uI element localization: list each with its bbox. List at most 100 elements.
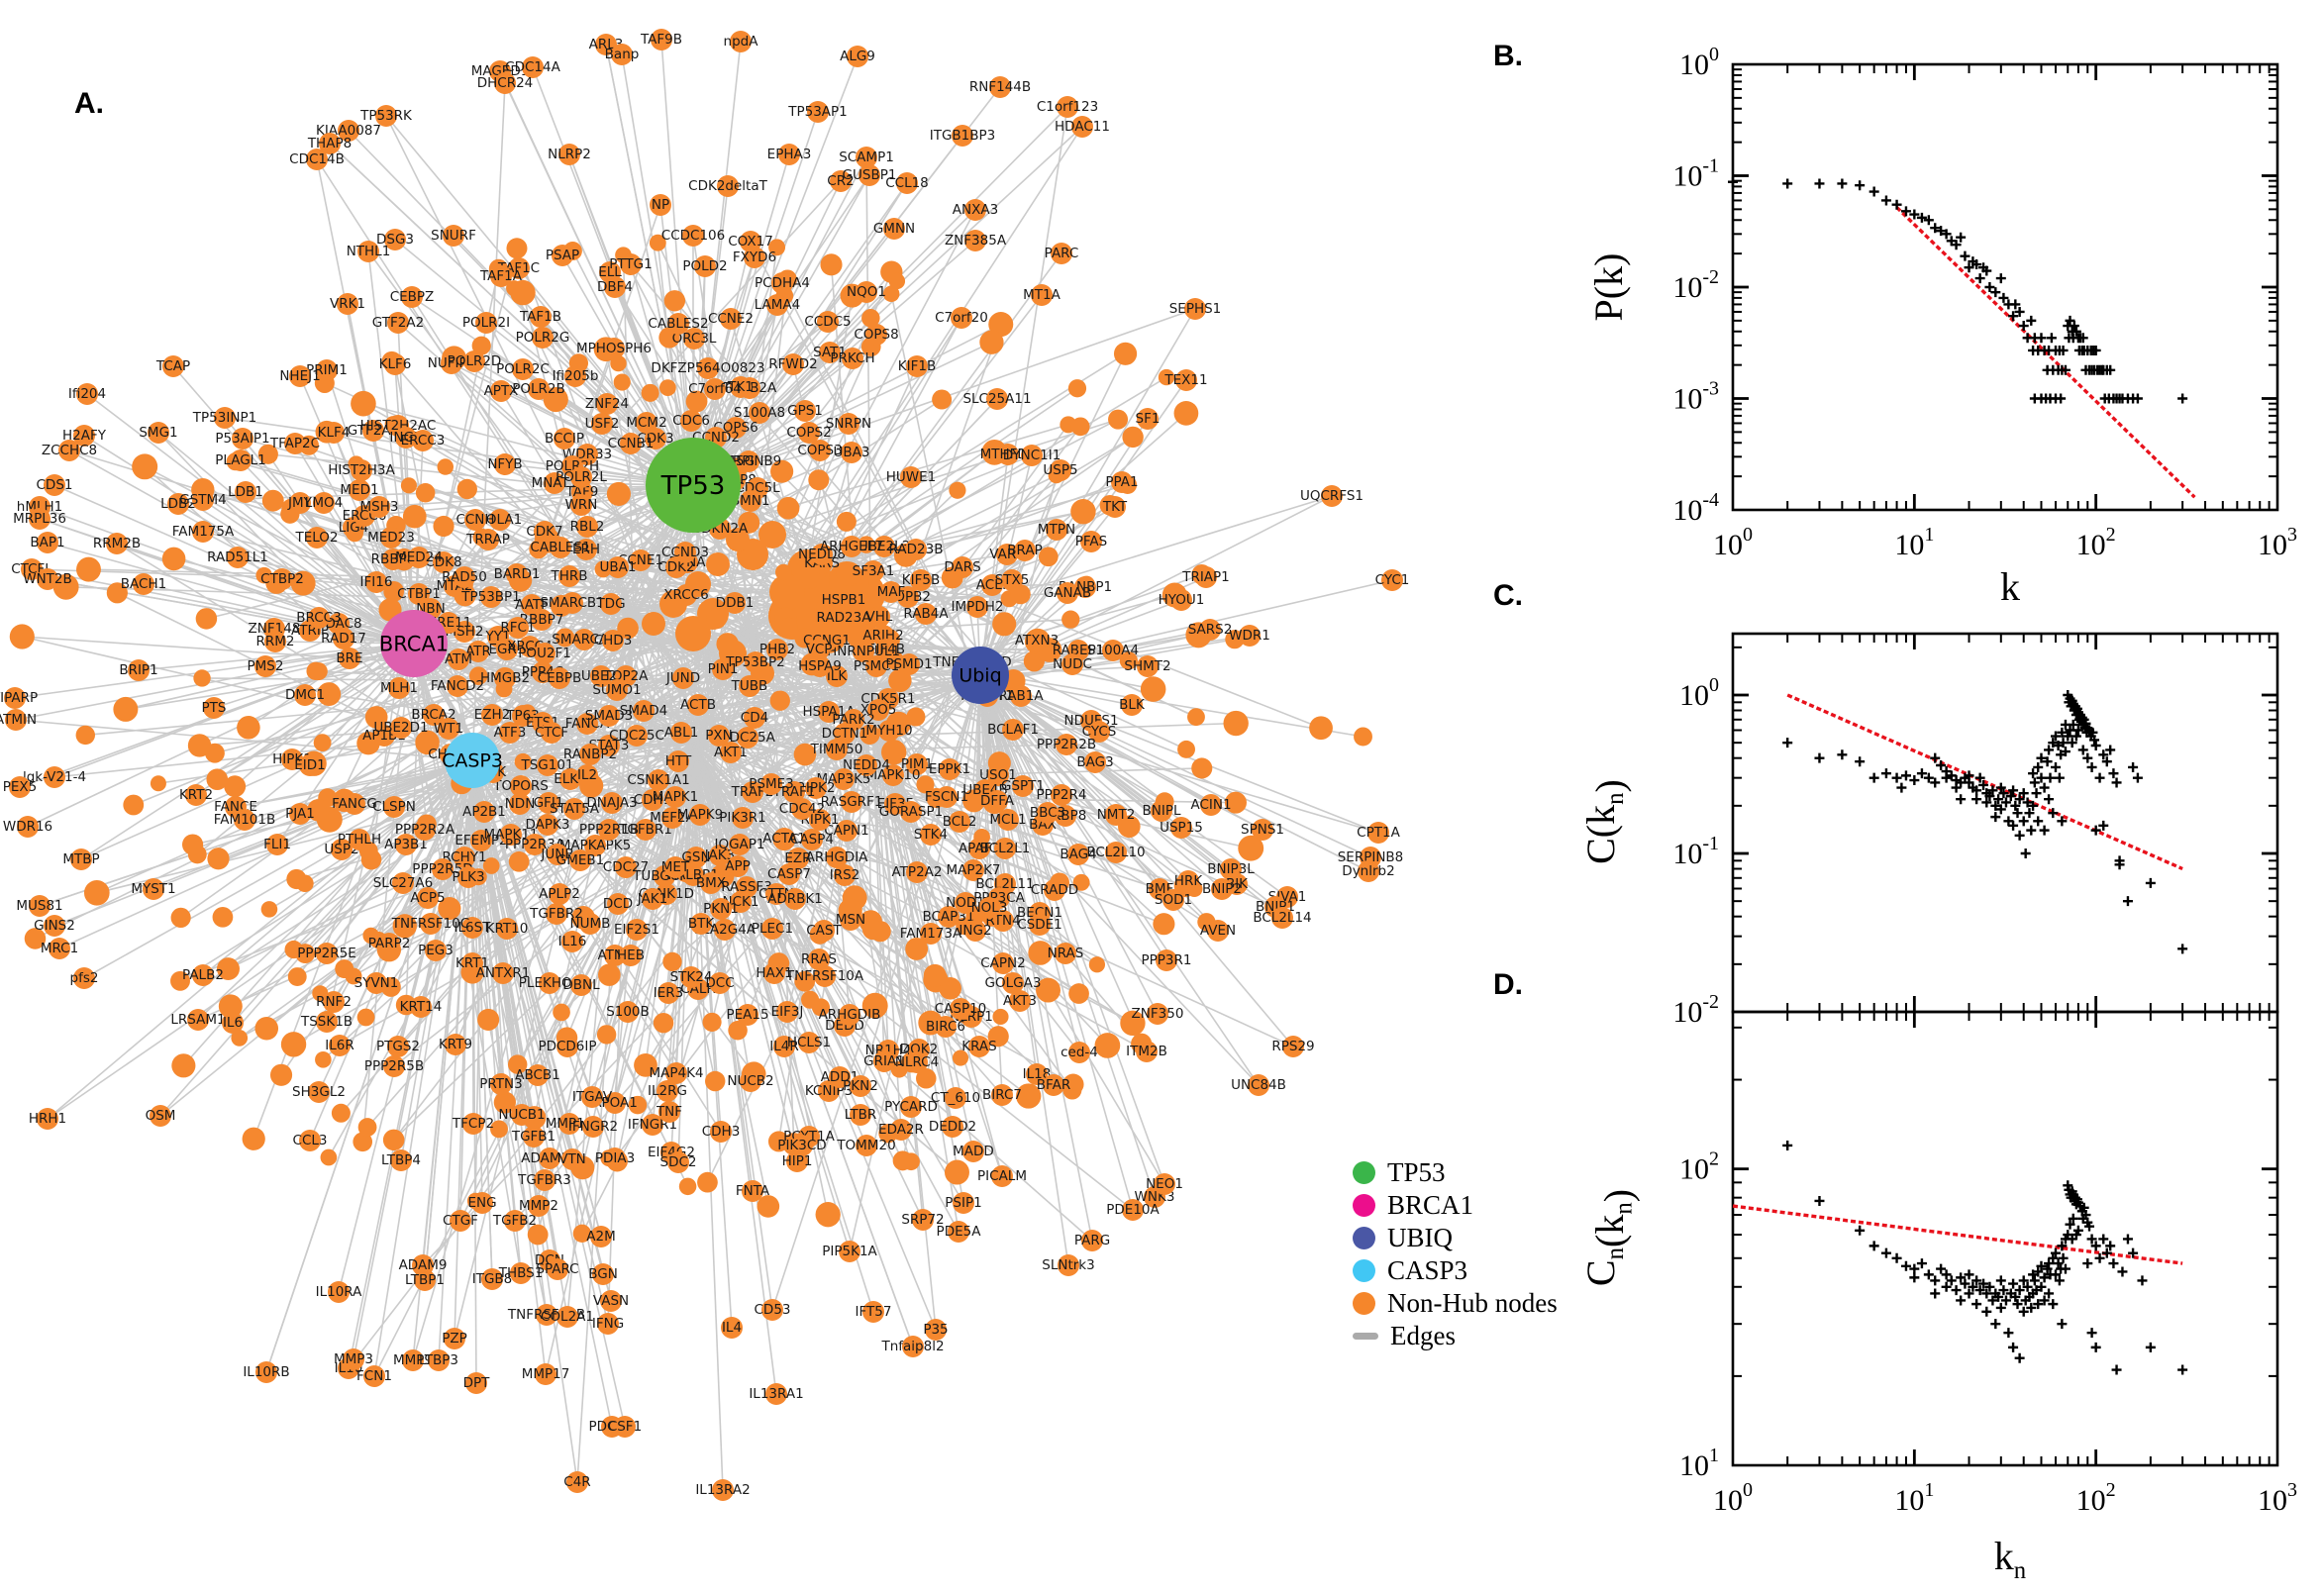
network-node[interactable]	[470, 830, 492, 851]
network-node[interactable]	[462, 1113, 484, 1135]
network-node[interactable]	[986, 388, 1008, 410]
network-node[interactable]	[906, 861, 928, 883]
network-node[interactable]	[952, 556, 973, 578]
network-node[interactable]	[544, 472, 565, 494]
network-node[interactable]	[507, 1054, 528, 1074]
network-node[interactable]	[766, 639, 788, 660]
network-node[interactable]	[761, 1299, 783, 1321]
network-node[interactable]	[1321, 485, 1343, 507]
network-node[interactable]	[58, 440, 80, 461]
network-node[interactable]	[728, 1020, 748, 1041]
network-node[interactable]	[284, 433, 306, 454]
network-node[interactable]	[531, 609, 553, 631]
network-node[interactable]	[936, 786, 958, 808]
network-node[interactable]	[1207, 920, 1229, 942]
network-node[interactable]	[850, 1104, 871, 1126]
network-node[interactable]	[254, 1016, 279, 1041]
network-node[interactable]	[766, 294, 788, 316]
network-node[interactable]	[193, 669, 211, 687]
network-node[interactable]	[1154, 1173, 1175, 1195]
network-node[interactable]	[44, 915, 65, 937]
network-node[interactable]	[320, 1148, 338, 1166]
network-node[interactable]	[1061, 610, 1080, 629]
network-node[interactable]	[558, 1113, 580, 1135]
network-node[interactable]	[171, 1053, 196, 1078]
network-node[interactable]	[833, 589, 855, 611]
network-node[interactable]	[70, 848, 92, 870]
network-node[interactable]	[1051, 784, 1072, 806]
network-node[interactable]	[613, 373, 631, 391]
network-node[interactable]	[807, 101, 829, 123]
network-node[interactable]	[685, 847, 707, 868]
network-node[interactable]	[905, 539, 927, 560]
network-node[interactable]	[664, 856, 686, 878]
network-node[interactable]	[317, 682, 342, 707]
network-node[interactable]	[595, 34, 617, 55]
network-node[interactable]	[1199, 619, 1221, 641]
network-node[interactable]	[1238, 835, 1264, 861]
network-node[interactable]	[162, 355, 184, 377]
network-node[interactable]	[740, 1070, 761, 1092]
network-node[interactable]	[1010, 685, 1032, 707]
network-node[interactable]	[1162, 889, 1184, 911]
network-node[interactable]	[761, 918, 783, 940]
network-node[interactable]	[195, 608, 218, 630]
network-node[interactable]	[672, 667, 694, 689]
network-node[interactable]	[534, 1169, 556, 1191]
network-node[interactable]	[37, 532, 58, 553]
network-node[interactable]	[170, 907, 191, 928]
network-node[interactable]	[365, 972, 387, 994]
network-node[interactable]	[604, 1092, 626, 1114]
network-node[interactable]	[1067, 379, 1087, 398]
network-node[interactable]	[508, 850, 530, 872]
network-node[interactable]	[1151, 800, 1172, 822]
network-node[interactable]	[231, 1030, 249, 1047]
network-node[interactable]	[549, 667, 570, 689]
network-node[interactable]	[316, 1011, 338, 1033]
network-node[interactable]	[968, 1036, 990, 1057]
network-node[interactable]	[401, 286, 423, 308]
network-node[interactable]	[255, 566, 272, 584]
network-node[interactable]	[546, 903, 567, 925]
network-node[interactable]	[721, 1317, 743, 1339]
network-node[interactable]	[1055, 943, 1076, 964]
network-node[interactable]	[836, 820, 858, 842]
network-node[interactable]	[266, 834, 288, 855]
network-node[interactable]	[729, 834, 751, 855]
network-node[interactable]	[949, 481, 966, 499]
network-node[interactable]	[626, 725, 648, 747]
network-node[interactable]	[148, 422, 169, 444]
network-node[interactable]	[680, 410, 702, 432]
network-node[interactable]	[1140, 676, 1166, 702]
network-node[interactable]	[776, 1001, 798, 1023]
network-node[interactable]	[775, 563, 792, 581]
network-node[interactable]	[650, 194, 671, 216]
network-node[interactable]	[636, 412, 657, 434]
network-node[interactable]	[724, 592, 746, 614]
network-node[interactable]	[289, 365, 311, 387]
network-node[interactable]	[1051, 243, 1072, 264]
network-node[interactable]	[888, 668, 912, 693]
network-node[interactable]	[44, 474, 65, 496]
network-node[interactable]	[880, 581, 902, 603]
network-node[interactable]	[664, 786, 686, 808]
network-node[interactable]	[1156, 949, 1177, 971]
network-node[interactable]	[900, 1096, 922, 1118]
network-node[interactable]	[461, 917, 483, 939]
network-node[interactable]	[280, 1032, 307, 1057]
network-node[interactable]	[916, 775, 935, 794]
network-node[interactable]	[906, 1051, 928, 1073]
network-node[interactable]	[227, 547, 249, 568]
network-node[interactable]	[808, 469, 830, 491]
network-node[interactable]	[720, 308, 742, 330]
network-node[interactable]	[192, 521, 214, 543]
network-node[interactable]	[553, 1003, 570, 1022]
network-node[interactable]	[981, 574, 1003, 596]
network-node[interactable]	[992, 910, 1014, 932]
network-node[interactable]	[76, 556, 101, 582]
network-node[interactable]	[923, 963, 947, 987]
network-node[interactable]	[704, 378, 726, 400]
network-node[interactable]	[1170, 589, 1192, 611]
network-node[interactable]	[508, 257, 530, 279]
network-node[interactable]	[260, 901, 278, 918]
